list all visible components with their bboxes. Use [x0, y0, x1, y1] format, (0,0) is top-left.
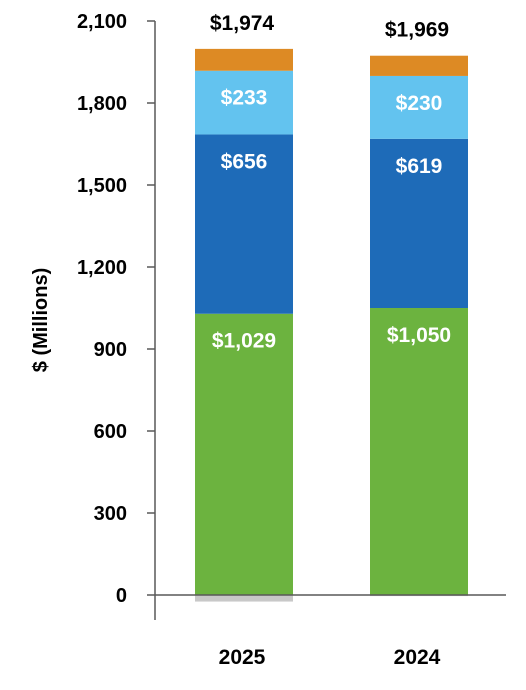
bar-segment-s4 [370, 55, 468, 76]
bar-total-label: $1,969 [385, 19, 449, 42]
bar-total-label: $1,974 [210, 12, 275, 35]
bar-segment-label: $656 [221, 150, 268, 173]
y-axis-title: $ (Millions) [30, 268, 52, 372]
bar-segment-label: $230 [396, 92, 443, 115]
y-tick-label: 1,800 [77, 93, 127, 115]
y-tick-label: 900 [94, 339, 127, 361]
bar-segment-s2 [370, 138, 468, 308]
y-tick-label: 300 [94, 503, 127, 525]
bar-segment-label: $233 [221, 87, 268, 110]
x-category-label: 2024 [394, 646, 441, 669]
bars-group: $1,029 $656 $233 $1,974 $1,050 $619 $230 $1,969 [195, 12, 468, 602]
bar-segment-label: $1,029 [212, 330, 276, 353]
x-axis: 2025 2024 [155, 594, 506, 669]
bar-segment-s3 [195, 70, 293, 135]
bar-segment-s4 [195, 48, 293, 71]
bar-segment-label: $619 [396, 155, 443, 178]
bar-segment-s3 [370, 75, 468, 139]
y-axis: 0 300 600 900 1,200 1,500 1,800 2,100 [77, 11, 156, 620]
bar-segment-s1 [370, 308, 468, 595]
bar-segment-label: $1,050 [387, 324, 451, 347]
bar-segment-s1 [195, 313, 293, 595]
y-tick-label: 2,100 [77, 11, 127, 33]
y-tick-label: 1,200 [77, 257, 127, 279]
bar-segment-s0 [195, 595, 293, 602]
y-tick-label: 1,500 [77, 175, 127, 197]
x-category-label: 2025 [219, 646, 266, 669]
bar-segment-s2 [195, 134, 293, 314]
y-tick-label: 0 [116, 585, 127, 607]
bar-stack-2025: $1,029 $656 $233 $1,974 [195, 12, 293, 602]
y-tick-label: 600 [94, 421, 127, 443]
bar-stack-2024: $1,050 $619 $230 $1,969 [370, 19, 468, 597]
